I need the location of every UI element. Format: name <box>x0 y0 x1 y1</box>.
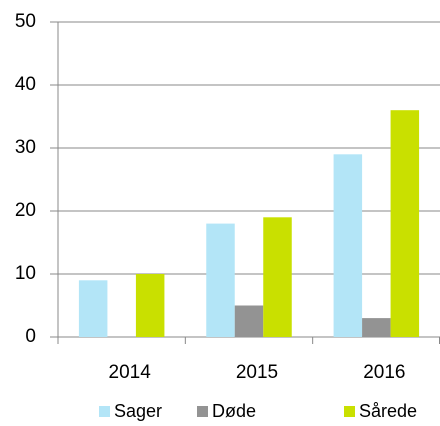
legend-label: Sårede <box>359 401 417 421</box>
bar <box>135 274 165 337</box>
y-tick-label: 20 <box>15 200 36 221</box>
legend: Sager Døde Sårede <box>99 401 417 421</box>
y-tick-label: 40 <box>15 74 36 95</box>
bar <box>263 217 292 337</box>
y-tick-label: 10 <box>15 263 36 284</box>
x-tick-label: 2016 <box>363 362 405 383</box>
bar <box>206 223 235 337</box>
y-tick-label: 50 <box>15 11 36 32</box>
y-tick-label: 30 <box>15 137 36 158</box>
bar <box>362 318 391 337</box>
bar <box>78 280 108 337</box>
bar <box>390 110 420 337</box>
legend-label: Døde <box>212 401 256 421</box>
legend-swatch <box>344 406 355 417</box>
bar <box>333 154 363 337</box>
legend-label: Sager <box>114 401 162 421</box>
bar <box>234 305 264 337</box>
y-tick-label: 0 <box>25 326 36 347</box>
legend-swatch <box>99 406 110 417</box>
x-tick-label: 2015 <box>236 362 278 383</box>
x-tick-label: 2014 <box>109 362 152 383</box>
legend-swatch <box>197 406 208 417</box>
